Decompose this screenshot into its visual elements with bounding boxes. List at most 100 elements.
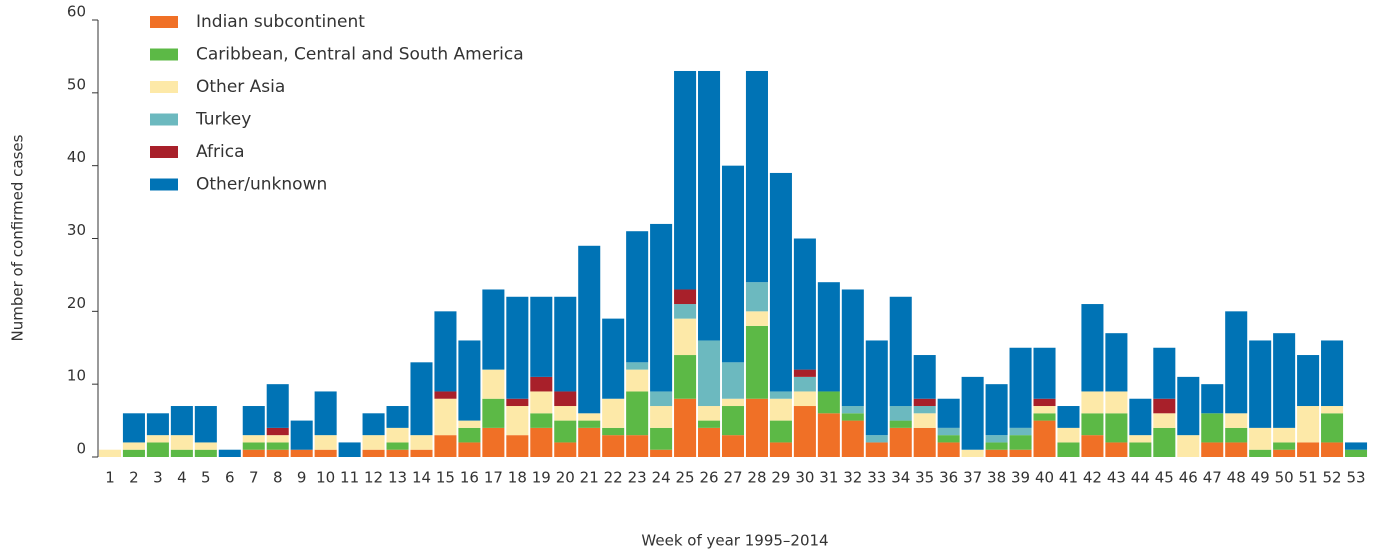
bar-segment <box>242 449 265 457</box>
bar-segment <box>1321 340 1344 407</box>
legend-label: Africa <box>196 142 245 162</box>
bar-segment <box>1057 406 1080 428</box>
bar-segment <box>793 406 816 457</box>
bar-segment <box>506 398 529 407</box>
bar-segment <box>913 406 936 414</box>
bar-segment <box>1297 442 1320 457</box>
bar-segment <box>1033 413 1056 421</box>
x-tick-label: 29 <box>771 469 790 487</box>
x-tick-label: 10 <box>316 469 335 487</box>
bar-segment <box>745 398 768 457</box>
bar-segment <box>698 406 721 421</box>
bar-segment <box>266 435 289 443</box>
bar-segment <box>841 413 864 421</box>
bar-segment <box>841 289 864 407</box>
bar-segment <box>170 449 193 457</box>
bar-segment <box>913 355 936 399</box>
y-axis-label: Number of confirmed cases <box>9 134 27 341</box>
bar-segment <box>841 406 864 414</box>
bar-segment <box>793 391 816 407</box>
bar-segment <box>1153 398 1176 414</box>
bar-segment <box>290 420 313 450</box>
bar-segment <box>626 369 649 392</box>
legend-label: Other/unknown <box>196 175 327 195</box>
bar-segment <box>1225 311 1248 414</box>
bar-segment <box>506 435 529 457</box>
bar-segment <box>961 449 984 457</box>
x-tick-label: 39 <box>1011 469 1030 487</box>
x-tick-label: 33 <box>867 469 886 487</box>
x-tick-label: 4 <box>177 469 187 487</box>
bar-segment <box>1321 442 1344 457</box>
bar-segment <box>817 282 840 392</box>
bar-segment <box>266 384 289 428</box>
bar-segment <box>1344 449 1368 457</box>
bar-segment <box>1081 413 1104 436</box>
x-tick-label: 14 <box>412 469 431 487</box>
bar-segment <box>745 311 768 326</box>
bar-segment <box>650 427 673 450</box>
bar-segment <box>386 406 409 428</box>
bar-segment <box>122 449 145 457</box>
bar-segment <box>721 406 745 436</box>
x-tick-label: 13 <box>388 469 407 487</box>
bar-segment <box>578 245 601 414</box>
bar-segment <box>626 391 649 436</box>
bar-segment <box>1033 347 1056 399</box>
bar-segment <box>698 420 721 428</box>
y-tick-label: 20 <box>67 294 86 312</box>
x-tick-label: 20 <box>556 469 575 487</box>
bar-segment <box>482 369 505 399</box>
bar-segment <box>985 449 1008 457</box>
x-tick-label: 11 <box>340 469 359 487</box>
x-tick-label: 15 <box>436 469 455 487</box>
bar-segment <box>266 449 289 457</box>
bar-segment <box>913 398 936 407</box>
bar-segment <box>314 391 337 436</box>
x-tick-label: 51 <box>1299 469 1318 487</box>
x-tick-label: 28 <box>747 469 766 487</box>
bar-segment <box>1105 413 1128 443</box>
bar-segment <box>650 406 673 428</box>
bar-segment <box>626 362 649 370</box>
x-tick-label: 1 <box>105 469 115 487</box>
bar-segment <box>146 442 169 457</box>
bar-segment <box>1153 347 1176 399</box>
bar-segment <box>769 172 792 392</box>
bar-segment <box>745 70 768 283</box>
bar-segment <box>1009 449 1032 457</box>
bar-segment <box>338 442 361 457</box>
bar-segment <box>674 70 697 290</box>
bar-segment <box>985 384 1008 436</box>
bar-segment <box>362 435 385 450</box>
bar-segment <box>1201 442 1224 457</box>
bar-segment <box>985 435 1008 443</box>
bar-segment <box>242 435 265 443</box>
x-tick-label: 43 <box>1107 469 1126 487</box>
bar-segment <box>674 318 697 356</box>
bar-segment <box>1225 427 1248 443</box>
bar-segment <box>434 391 457 399</box>
bar-segment <box>793 369 816 377</box>
bar-segment <box>841 420 864 457</box>
bar-segment <box>554 296 577 392</box>
y-tick-label: 30 <box>67 221 86 239</box>
bar-segment <box>1249 427 1272 450</box>
x-tick-label: 24 <box>652 469 671 487</box>
x-tick-label: 44 <box>1131 469 1150 487</box>
x-tick-label: 23 <box>628 469 647 487</box>
bar-segment <box>194 406 217 443</box>
x-tick-label: 41 <box>1059 469 1078 487</box>
bar-segment <box>1201 384 1224 414</box>
bar-segment <box>1344 442 1368 450</box>
x-tick-label: 42 <box>1083 469 1102 487</box>
bar-segment <box>314 435 337 450</box>
bar-segment <box>314 449 337 457</box>
bar-segment <box>554 442 577 457</box>
x-axis-label: Week of year 1995–2014 <box>641 532 828 550</box>
bar-segment <box>698 340 721 407</box>
bar-segment <box>793 376 816 392</box>
bar-segment <box>386 449 409 457</box>
bar-segment <box>889 427 912 457</box>
bar-segment <box>1225 413 1248 428</box>
